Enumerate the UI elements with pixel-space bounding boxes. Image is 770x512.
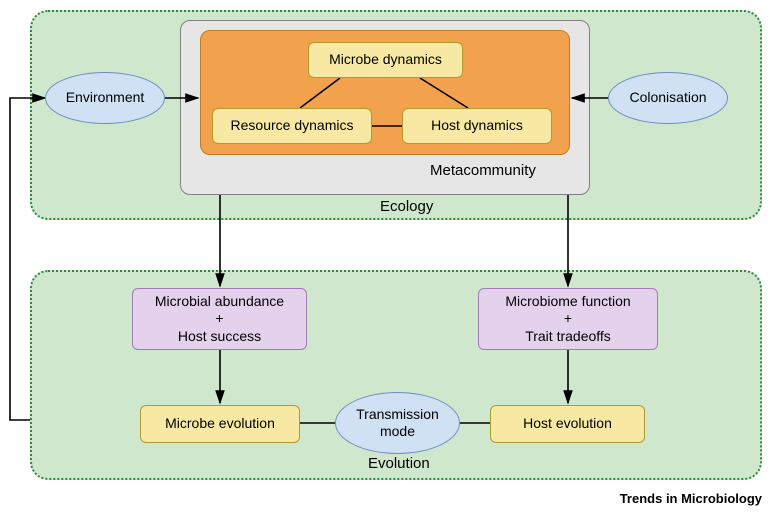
resource-dynamics-node: Resource dynamics — [212, 108, 372, 144]
host-dynamics-node: Host dynamics — [402, 108, 552, 144]
microbe-evolution-node: Microbe evolution — [140, 405, 300, 443]
host-evolution-node: Host evolution — [490, 405, 645, 443]
environment-node: Environment — [45, 72, 165, 124]
transmission-mode-node: Transmission mode — [335, 392, 460, 454]
evolution-label: Evolution — [368, 455, 430, 472]
metacommunity-label: Metacommunity — [430, 162, 536, 179]
microbiome-function-node: Microbiome function + Trait tradeoffs — [478, 288, 658, 350]
ecology-label: Ecology — [380, 198, 433, 215]
credit-text: Trends in Microbiology — [620, 491, 762, 506]
microbe-dynamics-node: Microbe dynamics — [308, 42, 463, 78]
colonisation-node: Colonisation — [608, 72, 728, 124]
microbial-abundance-node: Microbial abundance + Host success — [132, 288, 307, 350]
